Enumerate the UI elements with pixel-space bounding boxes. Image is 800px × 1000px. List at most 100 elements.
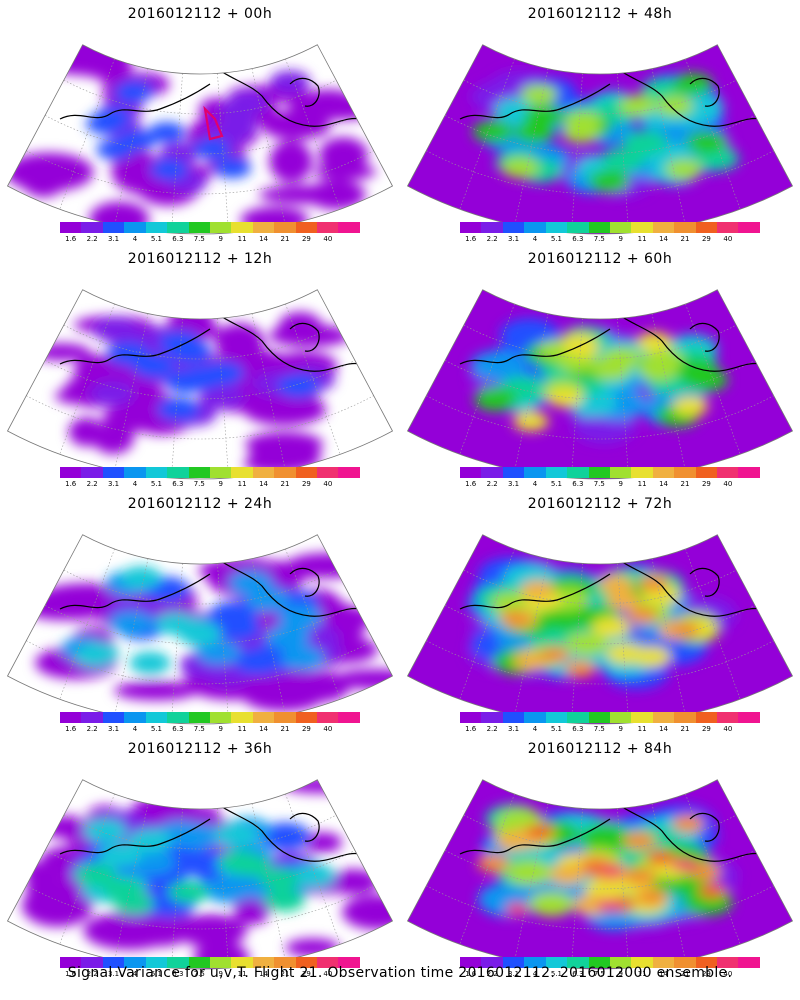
colorbar-swatch	[652, 467, 675, 478]
colorbar-label: 2.2	[486, 970, 498, 978]
colorbar-swatch	[274, 467, 296, 478]
colorbar-label: 14	[659, 480, 669, 488]
colorbar-swatch	[124, 712, 146, 723]
colorbar-labels: 1.6 2.2 3.1 4 5.1 6.3 7.5 9 11 14 21 29 40	[460, 480, 760, 490]
colorbar-label: 7.5	[193, 480, 205, 488]
colorbar-labels: 1.6 2.2 3.1 4 5.1 6.3 7.5 9 11 14 21 29 40	[460, 235, 760, 245]
colorbar-swatch	[60, 222, 82, 233]
colorbar-swatch	[631, 712, 653, 723]
colorbar-swatch	[60, 957, 82, 968]
colorbar-label: 9	[618, 480, 623, 488]
colorbar-label: 2.2	[486, 480, 498, 488]
colorbar-label: 4	[532, 235, 538, 243]
colorbar-label: 21	[680, 235, 690, 243]
colorbar-swatch	[717, 222, 739, 233]
colorbar-swatch	[524, 222, 546, 233]
colorbar-swatch	[60, 467, 82, 478]
colorbar-label: 29	[701, 725, 711, 733]
colorbar-label: 5.1	[550, 725, 562, 733]
colorbar-label: 14	[259, 725, 269, 733]
coastline	[209, 63, 361, 127]
coastline	[209, 553, 361, 617]
colorbar-label: 5.1	[550, 235, 562, 243]
colorbar-swatch	[567, 222, 589, 233]
colorbar-label: 7.5	[193, 235, 205, 243]
colorbar-swatch	[695, 712, 718, 723]
colorbar-swatch	[717, 957, 739, 968]
colorbar-swatch	[81, 467, 103, 478]
colorbar-swatch	[738, 222, 760, 233]
colorbar-label: 4	[132, 725, 138, 733]
colorbar-swatch	[274, 957, 296, 968]
colorbar-swatch	[695, 467, 718, 478]
colorbar	[460, 467, 760, 478]
colorbar-labels: 1.6 2.2 3.1 4 5.1 6.3 7.5 9 11 14 21 29 40	[60, 480, 360, 490]
colorbar-swatch	[460, 222, 482, 233]
coastline	[209, 798, 361, 862]
colorbar	[60, 222, 360, 233]
colorbar-swatch	[674, 222, 696, 233]
forecast-panel: 2016012112 + 72h 1.6 2.2 3.1 4 5.1 6.3 7.5 9 11 14…	[400, 490, 800, 735]
colorbar-swatch	[274, 712, 296, 723]
colorbar-swatch	[188, 712, 210, 723]
colorbar-label: 7.5	[593, 970, 605, 978]
colorbar-label: 5.1	[150, 970, 162, 978]
flight-track	[203, 105, 224, 141]
panel-title: 2016012112 + 00h	[127, 6, 273, 22]
colorbar-swatch	[295, 712, 318, 723]
colorbar-swatch	[317, 712, 339, 723]
colorbar-label: 40	[723, 725, 733, 733]
variance-map	[406, 779, 794, 970]
variance-map	[6, 44, 394, 235]
colorbar-swatch	[338, 957, 360, 968]
colorbar-label: 21	[280, 235, 290, 243]
colorbar-label: 3.1	[107, 725, 120, 733]
colorbar-label: 21	[280, 970, 290, 978]
colorbar-label: 2.2	[86, 235, 98, 243]
panel-title: 2016012112 + 72h	[527, 496, 673, 512]
colorbar-swatch	[652, 957, 675, 968]
colorbar-swatch	[481, 712, 503, 723]
colorbar-label: 29	[301, 235, 311, 243]
colorbar-swatch	[545, 222, 568, 233]
colorbar-swatch	[674, 712, 696, 723]
colorbar-swatch	[124, 957, 146, 968]
colorbar-label: 1.6	[65, 970, 77, 978]
colorbar-label: 40	[323, 235, 333, 243]
colorbar-swatch	[502, 957, 525, 968]
forecast-panel: 2016012112 + 84h 1.6 2.2 3.1 4 5.1 6.3 7.5 9 11 14…	[400, 735, 800, 980]
colorbar-label: 1.6	[65, 235, 77, 243]
colorbar-label: 9	[618, 235, 623, 243]
panel-title: 2016012112 + 36h	[127, 741, 273, 757]
colorbar-label: 1.6	[465, 725, 477, 733]
colorbar-swatch	[317, 467, 339, 478]
colorbar-swatch	[652, 222, 675, 233]
colorbar-label: 14	[259, 970, 269, 978]
colorbar-label: 1.6	[65, 480, 77, 488]
colorbar-labels: 1.6 2.2 3.1 4 5.1 6.3 7.5 9 11 14 21 29 40	[460, 725, 760, 735]
panel-title: 2016012112 + 48h	[527, 6, 673, 22]
colorbar-label: 5.1	[150, 235, 162, 243]
colorbar-swatch	[524, 712, 546, 723]
colorbar-label: 11	[237, 970, 247, 978]
variance-map	[6, 779, 394, 970]
colorbar-swatch	[545, 957, 568, 968]
colorbar-label: 14	[659, 970, 669, 978]
colorbar-swatch	[102, 467, 125, 478]
panel-title: 2016012112 + 60h	[527, 251, 673, 267]
colorbar-label: 21	[680, 725, 690, 733]
colorbar-swatch	[317, 222, 339, 233]
variance-map	[406, 44, 794, 235]
colorbar-label: 5.1	[150, 480, 162, 488]
colorbar-swatch	[81, 957, 103, 968]
colorbar-swatch	[738, 712, 760, 723]
colorbar-label: 29	[301, 725, 311, 733]
colorbar-swatch	[609, 467, 632, 478]
colorbar-label: 6.3	[172, 725, 184, 733]
colorbar-swatch	[545, 467, 568, 478]
colorbar-swatch	[317, 957, 339, 968]
colorbar-swatch	[738, 957, 760, 968]
colorbar-swatch	[502, 712, 525, 723]
colorbar-swatch	[81, 222, 103, 233]
colorbar-swatch	[295, 957, 318, 968]
